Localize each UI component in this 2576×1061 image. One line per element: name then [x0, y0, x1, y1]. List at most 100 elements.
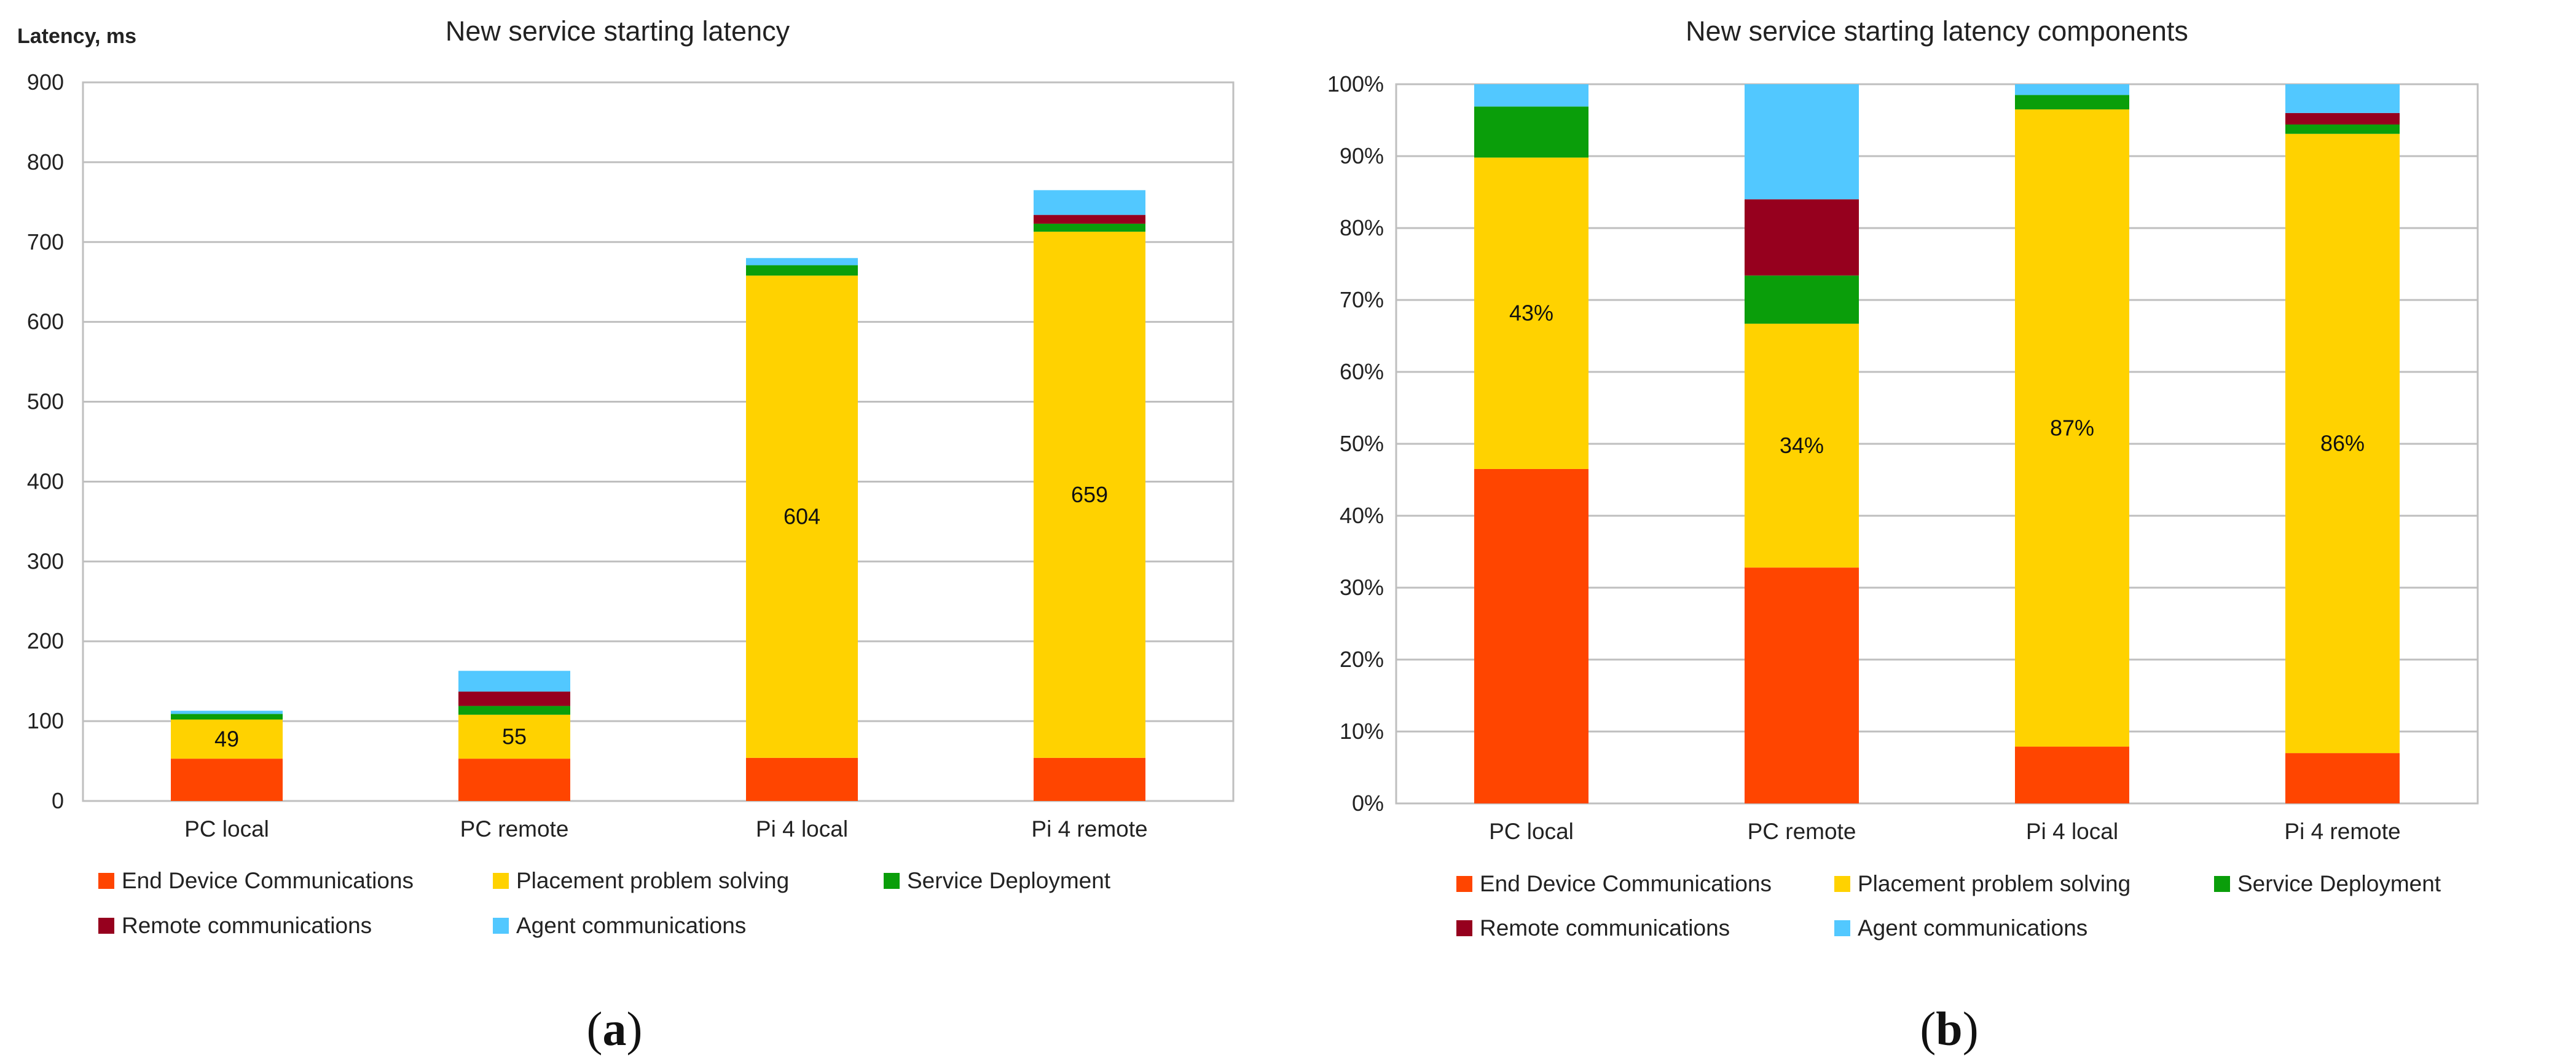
y-tick-label: 200	[27, 628, 64, 653]
bar-segment	[458, 692, 570, 706]
bar-segment	[1034, 215, 1145, 224]
panel-label: (a)	[587, 1002, 643, 1055]
y-tick-label: 40%	[1340, 503, 1384, 528]
legend-swatch	[1456, 876, 1472, 892]
bar-segment	[746, 265, 858, 276]
data-label: 55	[502, 724, 527, 749]
bar-segment	[2285, 753, 2400, 803]
y-tick-label: 30%	[1340, 575, 1384, 600]
y-tick-label: 90%	[1340, 143, 1384, 168]
legend-swatch	[2214, 876, 2230, 892]
y-tick-label: 60%	[1340, 359, 1384, 384]
bar-segment	[746, 275, 858, 758]
legend-swatch	[98, 873, 114, 889]
y-tick-label: 70%	[1340, 287, 1384, 312]
bar-segment	[1745, 84, 1859, 200]
bar-segment	[746, 258, 858, 266]
bar-segment	[1034, 757, 1145, 801]
legend-swatch	[1834, 920, 1850, 936]
bar-segment	[1474, 468, 1588, 803]
data-label: 86%	[2320, 430, 2365, 456]
legend-label: Service Deployment	[907, 868, 1111, 893]
legend-label: Service Deployment	[2237, 871, 2441, 896]
bar-segment	[458, 706, 570, 715]
bar-segment	[458, 671, 570, 692]
legend-swatch	[1834, 876, 1850, 892]
bar-segment	[1034, 231, 1145, 758]
legend-swatch	[493, 918, 509, 934]
bar-segment	[1034, 223, 1145, 232]
legend-label: Placement problem solving	[516, 868, 789, 893]
bar-segment	[458, 714, 570, 759]
bar-segment	[1474, 157, 1588, 469]
legend-label: End Device Communications	[1480, 871, 1772, 896]
bar-segment	[2285, 133, 2400, 754]
x-tick-label: Pi 4 local	[2026, 819, 2118, 844]
panel-label: (b)	[1920, 1002, 1978, 1055]
bar-segment	[171, 711, 283, 714]
data-label: 87%	[2050, 415, 2094, 440]
bar-segment	[2285, 112, 2400, 125]
bar-segment	[1745, 275, 1859, 324]
bar-segment	[171, 759, 283, 801]
y-tick-label: 0	[52, 788, 64, 813]
y-tick-label: 0%	[1352, 791, 1384, 816]
chart-title: New service starting latency	[446, 15, 790, 47]
bar-segment	[1474, 106, 1588, 158]
bar-segment	[746, 757, 858, 801]
legend-label: Remote communications	[122, 913, 372, 938]
bar-segment	[1745, 567, 1859, 803]
bar-segment	[2015, 746, 2129, 803]
y-tick-label: 100%	[1327, 71, 1384, 97]
data-label: 49	[214, 726, 239, 751]
bar-segment	[171, 719, 283, 759]
bar-segment	[1745, 199, 1859, 276]
bar-segment	[2285, 124, 2400, 134]
chart-title: New service starting latency components	[1686, 15, 2188, 47]
x-tick-label: Pi 4 remote	[2284, 819, 2400, 844]
x-tick-label: PC local	[184, 816, 269, 842]
y-tick-label: 10%	[1340, 719, 1384, 744]
y-tick-label: 600	[27, 309, 64, 334]
legend-label: Placement problem solving	[1858, 871, 2130, 896]
x-tick-label: PC local	[1489, 819, 1574, 844]
bar-segment	[458, 759, 570, 801]
legend-swatch	[884, 873, 900, 889]
x-tick-label: Pi 4 local	[756, 816, 848, 842]
y-tick-label: 100	[27, 708, 64, 733]
bar-segment	[2015, 109, 2129, 747]
y-tick-label: 800	[27, 149, 64, 175]
y-tick-label: 700	[27, 229, 64, 254]
bar-segment	[2015, 95, 2129, 109]
panel-letter: b	[1936, 1002, 1962, 1055]
y-tick-label: 20%	[1340, 647, 1384, 672]
legend-swatch	[98, 918, 114, 934]
legend-label: Remote communications	[1480, 915, 1730, 941]
bar-segment	[1745, 323, 1859, 568]
y-tick-label: 300	[27, 548, 64, 574]
bar-segment	[2015, 84, 2129, 95]
bar-segment	[171, 714, 283, 720]
y-axis-label: Latency, ms	[17, 25, 136, 48]
x-tick-label: PC remote	[1748, 819, 1856, 844]
bar-segment	[2285, 84, 2400, 113]
y-tick-label: 500	[27, 389, 64, 414]
panel-letter: a	[603, 1002, 627, 1055]
y-tick-label: 400	[27, 468, 64, 494]
data-label: 43%	[1509, 301, 1553, 326]
data-label: 34%	[1780, 433, 1824, 458]
y-tick-label: 900	[27, 69, 64, 95]
y-tick-label: 50%	[1340, 431, 1384, 456]
x-tick-label: PC remote	[460, 816, 569, 842]
legend-label: Agent communications	[1858, 915, 2087, 941]
bar-segment	[1474, 84, 1588, 107]
y-tick-label: 80%	[1340, 215, 1384, 240]
legend-label: Agent communications	[516, 913, 746, 938]
legend-label: End Device Communications	[122, 868, 414, 893]
data-label: 604	[783, 504, 820, 529]
legend-swatch	[493, 873, 509, 889]
plot-frame	[1395, 83, 2479, 805]
plot-frame	[82, 81, 1235, 802]
legend-swatch	[1456, 920, 1472, 936]
